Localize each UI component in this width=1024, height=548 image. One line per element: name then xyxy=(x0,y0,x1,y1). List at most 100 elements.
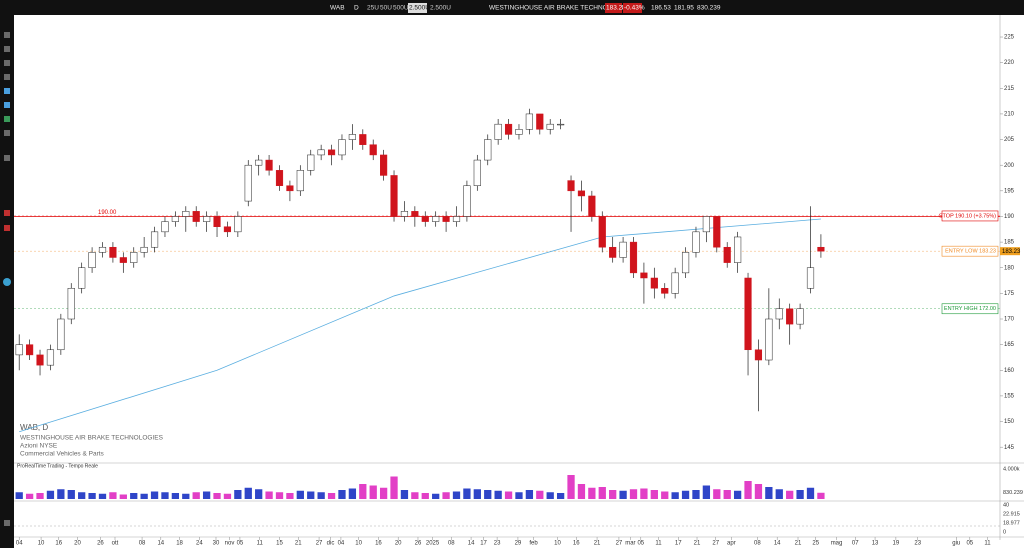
volume-bar xyxy=(452,491,461,499)
candle-body xyxy=(390,175,398,217)
size-select[interactable]: 2.500U xyxy=(430,5,451,12)
info-sector: Commercial Vehicles & Parts xyxy=(20,451,105,458)
candle-body xyxy=(78,267,86,289)
last-box xyxy=(605,3,622,13)
volume-bar xyxy=(338,490,346,499)
tool[interactable] xyxy=(4,88,10,94)
volume-bar xyxy=(411,492,419,499)
volume-bar xyxy=(577,484,586,499)
candle-body xyxy=(557,123,565,126)
candle-body xyxy=(265,159,273,171)
volume-bar xyxy=(442,492,450,499)
candle-body xyxy=(46,349,55,366)
tool[interactable] xyxy=(4,520,10,526)
candle-body xyxy=(588,195,596,217)
x-tick-label: 21 xyxy=(694,541,701,547)
volume-bar xyxy=(88,493,96,499)
candle-body xyxy=(713,216,721,248)
last-price: 183.23 xyxy=(1002,249,1021,255)
volume-bar xyxy=(130,493,138,499)
candle-body xyxy=(432,216,440,222)
tool[interactable] xyxy=(4,32,10,38)
volume-bar xyxy=(379,487,388,499)
candle-body xyxy=(348,134,356,140)
candle-body xyxy=(26,344,34,356)
x-tick-label: 16 xyxy=(375,541,382,547)
candle-body xyxy=(171,216,179,222)
x-tick-label: 24 xyxy=(196,541,203,547)
tool[interactable] xyxy=(3,278,11,286)
y-tick-label: 205 xyxy=(1004,137,1015,143)
tool[interactable] xyxy=(4,130,10,136)
info-name: WESTINGHOUSE AIR BRAKE TECHNOLOGIES xyxy=(20,435,164,442)
candle-body xyxy=(15,344,23,356)
tool[interactable] xyxy=(4,225,10,231)
symbol[interactable]: WAB xyxy=(330,5,345,12)
x-tick-label: 14 xyxy=(157,541,164,547)
tool[interactable] xyxy=(4,155,10,161)
x-tick-label: ott xyxy=(112,541,119,547)
candle-body xyxy=(796,308,804,325)
level-tag: ENTRY LOW 183.23 xyxy=(945,249,996,255)
size[interactable]: 50U xyxy=(380,5,392,12)
last-price-box xyxy=(1000,247,1020,256)
candle-body xyxy=(463,185,471,217)
volume-bar xyxy=(369,485,377,499)
volume: 830.239 xyxy=(697,5,721,12)
size[interactable]: 500U xyxy=(393,5,409,12)
tool[interactable] xyxy=(4,210,10,216)
level-tag-box xyxy=(941,303,999,315)
period[interactable]: D xyxy=(354,5,359,12)
tool[interactable] xyxy=(4,102,10,108)
volume-bar xyxy=(504,491,513,499)
x-tick-label: 20 xyxy=(74,541,81,547)
indicator-label: 40 xyxy=(1003,502,1009,508)
candle-body xyxy=(400,211,409,217)
candle-body xyxy=(504,123,513,135)
x-tick-label: nov xyxy=(225,541,235,547)
x-tick-label: 10 xyxy=(38,541,45,547)
volume-bar xyxy=(67,490,75,499)
tool[interactable] xyxy=(4,116,10,122)
y-tick-label: 165 xyxy=(1004,342,1015,348)
y-tick-label: 190 xyxy=(1004,214,1015,220)
level-tag: STOP 190.10 (+3.75%) xyxy=(939,213,996,219)
candle-body xyxy=(140,246,148,253)
volume-bar xyxy=(275,492,284,499)
size[interactable]: 2.500U xyxy=(409,5,430,12)
tool[interactable] xyxy=(4,74,10,80)
x-tick-label: 10 xyxy=(554,541,561,547)
x-tick-label: 04 xyxy=(338,541,345,547)
volume-bar xyxy=(202,491,211,499)
candle-body xyxy=(775,308,783,320)
size[interactable]: 25U xyxy=(367,5,379,12)
x-tick-label: 23 xyxy=(494,541,501,547)
x-tick-label: mag xyxy=(831,541,843,547)
volume-bar xyxy=(619,490,627,499)
last: 183.23 xyxy=(606,5,626,12)
tool[interactable] xyxy=(4,46,10,52)
volume-bar xyxy=(400,490,409,499)
volume-bar xyxy=(255,489,263,499)
x-tick-label: 21 xyxy=(295,541,302,547)
volume-bar xyxy=(692,490,700,499)
candle-body xyxy=(817,246,825,252)
candle-body xyxy=(577,190,586,197)
volume-bar xyxy=(327,493,336,499)
candle-body xyxy=(484,139,492,161)
candle-body xyxy=(130,252,138,263)
candle-body xyxy=(734,236,742,263)
candle-body xyxy=(681,252,690,274)
candle-body xyxy=(702,216,710,233)
x-tick-label: dic xyxy=(327,541,335,547)
tool[interactable] xyxy=(4,60,10,66)
volume-bar xyxy=(546,492,554,499)
y-tick-label: 160 xyxy=(1004,368,1015,374)
x-tick-label: 05 xyxy=(966,541,973,547)
candle-body xyxy=(536,113,544,130)
volume-bar xyxy=(775,489,783,499)
x-tick-label: 17 xyxy=(675,541,682,547)
volume-bar xyxy=(98,493,107,499)
candle-body xyxy=(244,164,252,202)
